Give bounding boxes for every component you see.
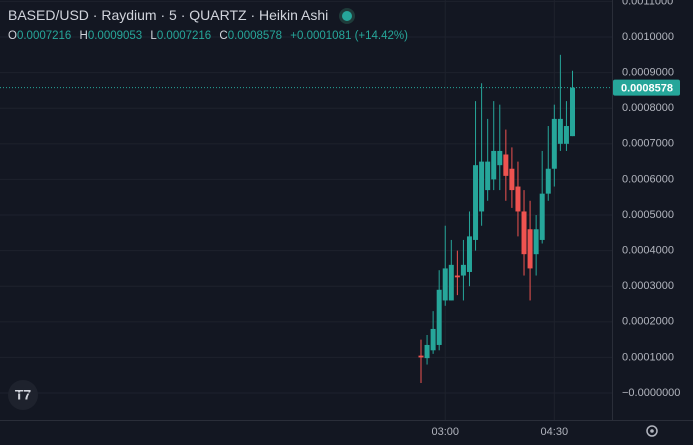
tv-logo: T7	[8, 380, 38, 410]
candle-body	[497, 150, 503, 166]
y-tick-label: −0.0000000	[622, 387, 680, 399]
y-tick-label: 0.0004000	[622, 245, 674, 257]
change: +0.0001081 (+14.42%)	[290, 30, 408, 42]
x-tick-label: 04:30	[541, 426, 569, 438]
y-tick-label: 0.0005000	[622, 209, 674, 221]
candle-body	[473, 165, 479, 240]
candle-body	[418, 355, 424, 358]
candle-body	[436, 289, 442, 345]
ohlc-label: O	[8, 30, 17, 42]
ohlc-label: L	[150, 30, 157, 42]
y-tick-label: 0.0006000	[622, 173, 674, 185]
candle-body	[551, 118, 557, 169]
y-tick-label: 0.0011000	[622, 0, 673, 7]
candle-body	[527, 229, 533, 269]
ohlc-value: 0.0007216	[16, 30, 72, 42]
y-tick-label: 0.0003000	[622, 280, 674, 292]
settings-icon[interactable]	[646, 425, 658, 437]
candle-body	[570, 87, 575, 137]
y-tick-label: 0.0002000	[622, 316, 674, 328]
candle-body	[448, 264, 454, 301]
candle-body	[424, 344, 430, 359]
ohlc-value: 0.0007216	[156, 30, 212, 42]
y-tick-label: 0.0010000	[622, 31, 674, 43]
ohlc-value: 0.0009053	[87, 30, 143, 42]
candle-body	[515, 186, 521, 212]
candle-body	[521, 211, 527, 255]
candle-body	[460, 264, 466, 276]
candle-body	[430, 328, 436, 351]
candle-body	[563, 126, 569, 144]
x-tick-label: 03:00	[431, 426, 459, 438]
last-price-label: 0.0008578	[621, 83, 673, 95]
candle-body	[485, 161, 491, 191]
candle-body	[491, 150, 497, 180]
candle-body	[539, 193, 545, 240]
y-tick-label: 0.0007000	[622, 138, 674, 150]
y-tick-label: 0.0009000	[622, 67, 674, 79]
y-tick-label: 0.0008000	[622, 102, 674, 114]
candle-body	[557, 118, 563, 144]
candle-body	[479, 161, 485, 212]
last-price-tag	[613, 79, 680, 96]
ohlc-label: H	[79, 30, 88, 42]
candle-body	[533, 229, 539, 255]
chart-title: BASED/USD · Raydium · 5 · QUARTZ · Heiki…	[8, 7, 329, 23]
status-dot	[342, 11, 353, 22]
ohlc-label: C	[219, 30, 228, 42]
candle-body	[442, 268, 448, 301]
ohlc-legend: O0.0007216 H0.0009053 L0.0007216 C0.0008…	[8, 30, 408, 42]
svg-text:T7: T7	[15, 387, 32, 403]
header: BASED/USD · Raydium · 5 · QUARTZ · Heiki…	[8, 7, 353, 23]
candle-body	[545, 168, 551, 194]
candle-body	[509, 168, 515, 191]
ohlc-value: 0.0008578	[227, 30, 283, 42]
candle-body	[454, 275, 460, 278]
candle-body	[503, 154, 509, 176]
candle-body	[466, 236, 472, 272]
y-tick-label: 0.0001000	[622, 351, 674, 363]
